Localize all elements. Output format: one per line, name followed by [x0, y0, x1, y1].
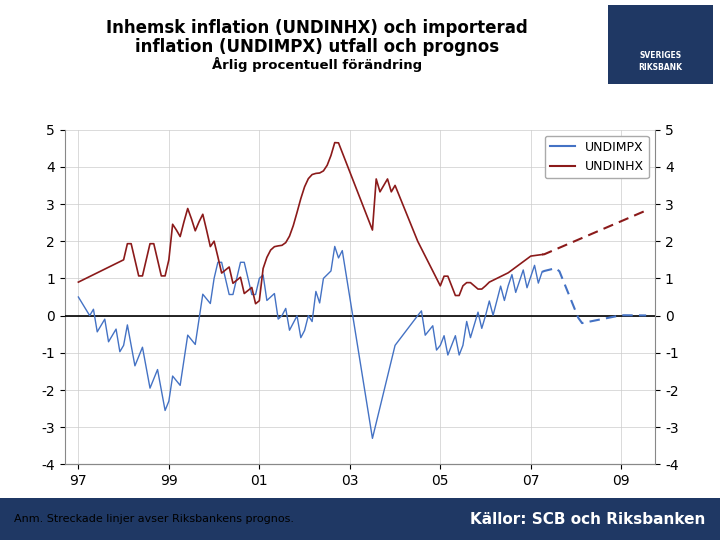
Text: Anm. Streckade linjer avser Riksbankens prognos.: Anm. Streckade linjer avser Riksbankens … [14, 515, 294, 524]
Legend: UNDIMPX, UNDINHX: UNDIMPX, UNDINHX [545, 136, 649, 178]
Text: Inhemsk inflation (UNDINHX) och importerad: Inhemsk inflation (UNDINHX) och importer… [106, 19, 528, 37]
Text: Källor: SCB och Riksbanken: Källor: SCB och Riksbanken [470, 512, 706, 527]
Text: Årlig procentuell förändring: Årlig procentuell förändring [212, 57, 422, 72]
Text: SVERIGES
RIKSBANK: SVERIGES RIKSBANK [639, 51, 683, 72]
Text: inflation (UNDIMPX) utfall och prognos: inflation (UNDIMPX) utfall och prognos [135, 38, 499, 56]
